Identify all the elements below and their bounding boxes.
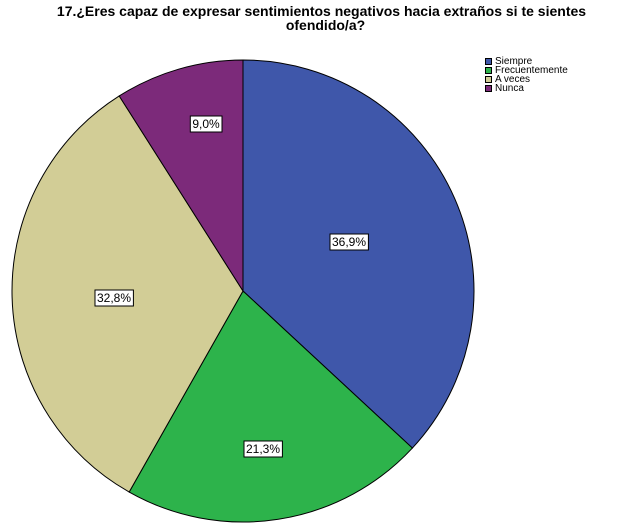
legend-item-siempre: Siempre — [485, 56, 568, 67]
slice-label-box — [329, 233, 369, 251]
pie-slice-siempre — [242, 59, 475, 449]
legend-item-frecuentemente: Frecuentemente — [485, 65, 568, 76]
chart-title-line-1: 17.¿Eres capaz de expresar sentimientos … — [56, 3, 587, 19]
legend-label-frecuentemente: Frecuentemente — [495, 65, 568, 76]
legend-label-siempre: Siempre — [495, 56, 533, 67]
slice-label-siempre: 36,9% — [329, 233, 369, 251]
legend-swatch-nunca — [485, 85, 492, 92]
legend-item-a-veces: A veces — [485, 74, 568, 85]
slice-label-text: 9,0% — [192, 117, 220, 131]
slice-label-a-veces: 32,8% — [94, 289, 134, 307]
legend-label-nunca: Nunca — [495, 83, 524, 94]
slice-label-text: 21,3% — [246, 442, 280, 456]
slice-label-box — [189, 115, 223, 133]
slice-label-box — [243, 440, 283, 458]
slice-label-text: 32,8% — [97, 291, 131, 305]
pie-slice-frecuentemente — [128, 290, 414, 523]
legend-label-a-veces: A veces — [495, 74, 531, 85]
slice-label-box — [94, 289, 134, 307]
legend-item-nunca: Nunca — [485, 83, 568, 94]
slice-label-text: 36,9% — [332, 235, 366, 249]
legend-swatch-frecuentemente — [485, 67, 492, 74]
chart-title: 17.¿Eres capaz de expresar sentimientos … — [0, 4, 633, 32]
legend: Siempre Frecuentemente A veces Nunca — [485, 56, 568, 94]
legend-swatch-a-veces — [485, 76, 492, 83]
slice-label-frecuentemente: 21,3% — [243, 440, 283, 458]
slice-label-nunca: 9,0% — [189, 115, 223, 133]
chart-title-line-2: ofendido/a? — [285, 17, 366, 33]
legend-swatch-siempre — [485, 58, 492, 65]
